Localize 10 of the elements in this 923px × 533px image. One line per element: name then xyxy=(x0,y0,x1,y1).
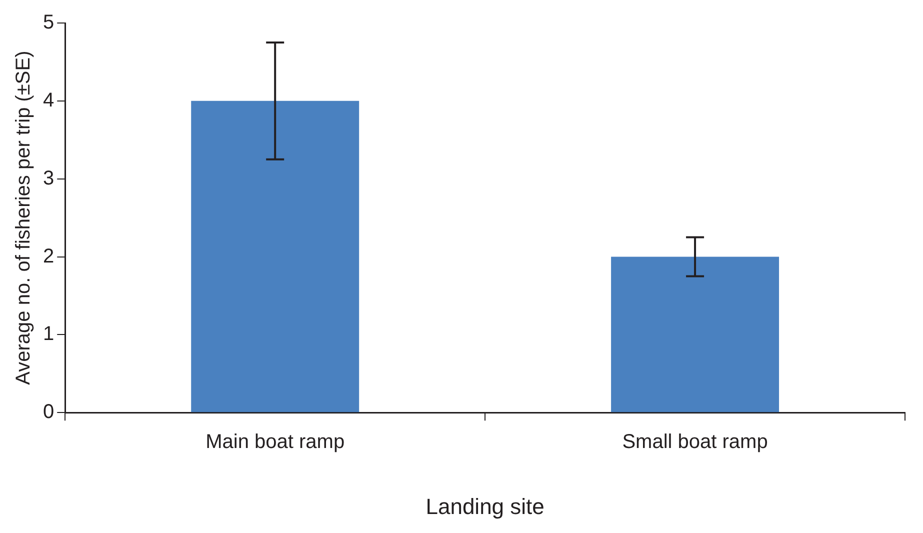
y-tick-label: 0 xyxy=(43,401,54,424)
x-tick-label: Main boat ramp xyxy=(206,431,345,454)
y-tick-label: 3 xyxy=(43,167,54,190)
y-axis-title: Average no. of fisheries per trip (±SE) xyxy=(12,50,35,385)
x-axis-title: Landing site xyxy=(426,494,544,519)
x-tick-label: Small boat ramp xyxy=(622,431,768,454)
y-tick-label: 1 xyxy=(43,323,54,346)
y-tick-label: 4 xyxy=(43,89,54,112)
y-tick-label: 2 xyxy=(43,245,54,268)
y-tick-label: 5 xyxy=(43,12,54,34)
